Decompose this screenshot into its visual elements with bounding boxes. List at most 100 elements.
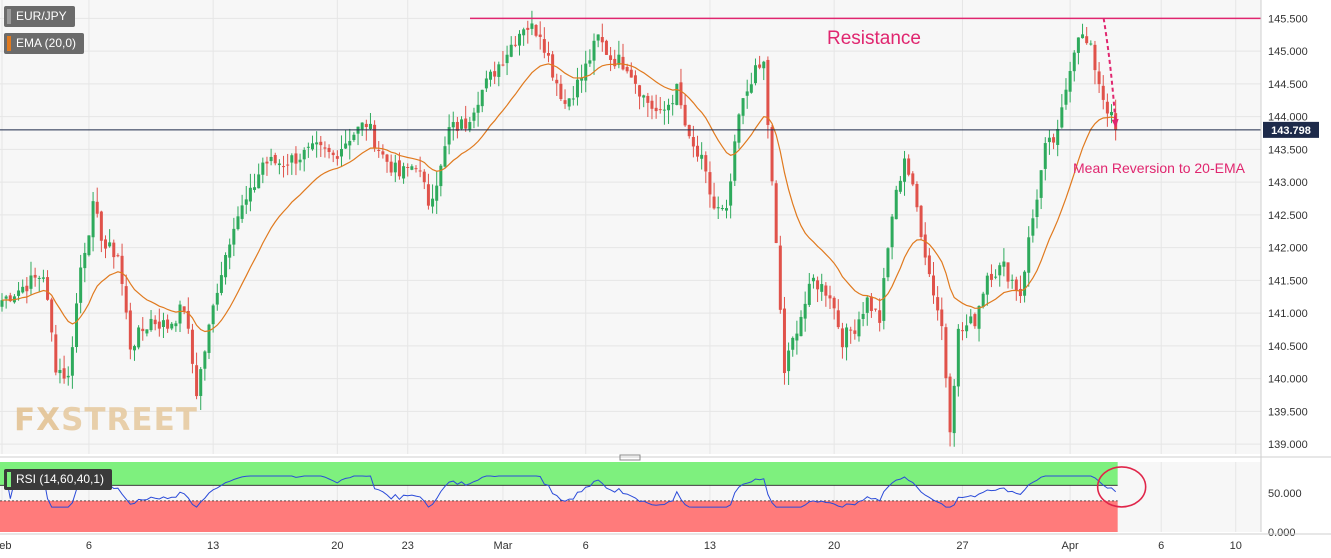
candle-body [203, 351, 207, 369]
candle-body [940, 309, 944, 327]
candle-body [145, 329, 149, 334]
candle-body [0, 300, 4, 307]
x-tick-label: 27 [956, 540, 968, 552]
candle-body [83, 252, 87, 269]
candle-body [853, 330, 857, 334]
candle-body [575, 79, 579, 98]
candle-body [915, 183, 919, 208]
candle-body [1014, 279, 1018, 291]
rsi-highlight-circle [1096, 466, 1147, 508]
candle-body [911, 173, 915, 185]
candle-body [186, 310, 190, 329]
candle-body [745, 91, 749, 96]
candle-body [460, 119, 464, 129]
rsi-tag[interactable]: RSI (14,60,40,1) [4, 469, 113, 490]
candle-body [190, 329, 194, 364]
candle-body [1006, 262, 1010, 282]
candle-body [1010, 279, 1014, 281]
candle-body [874, 308, 878, 310]
candle-body [141, 328, 145, 332]
candle-body [431, 198, 435, 207]
candle-body [1043, 143, 1047, 169]
candle-body [907, 158, 911, 175]
candle-body [795, 333, 799, 341]
candle-body [753, 65, 757, 84]
x-tick-label: Mar [493, 540, 512, 552]
candle-body [791, 337, 795, 350]
y-tick-label: 143.000 [1268, 177, 1308, 189]
candle-body [1027, 237, 1031, 273]
y-tick-label: 139.000 [1268, 439, 1308, 451]
candle-body [385, 154, 389, 162]
candle-body [348, 140, 352, 146]
candle-body [927, 255, 931, 275]
candle-body [344, 143, 348, 149]
candle-body [339, 149, 343, 157]
candle-body [368, 123, 372, 129]
candle-body [352, 134, 356, 141]
candle-body [960, 330, 964, 332]
x-tick-label: 13 [704, 540, 716, 552]
candle-body [633, 75, 637, 84]
candle-body [21, 286, 25, 293]
candle-body [1060, 107, 1064, 128]
candle-body [306, 146, 310, 148]
candle-body [228, 244, 232, 258]
candle-body [509, 44, 513, 57]
candle-body [588, 60, 592, 64]
candle-body [936, 297, 940, 311]
candle-body [766, 59, 770, 125]
candle-body [468, 122, 472, 130]
candle-body [708, 172, 712, 195]
candle-body [919, 205, 923, 237]
candle-body [816, 280, 820, 290]
candle-body [948, 376, 952, 433]
candle-body [149, 318, 153, 331]
candle-body [741, 98, 745, 116]
candle-body [435, 185, 439, 201]
candle-body [584, 63, 588, 81]
ema-tag[interactable]: EMA (20,0) [4, 33, 85, 54]
candle-body [91, 201, 95, 238]
candle-body [112, 242, 116, 258]
candle-body [861, 313, 865, 320]
candle-body [497, 64, 501, 77]
candle-body [41, 277, 45, 279]
candle-body [178, 304, 182, 324]
candle-body [725, 208, 728, 211]
x-tick-label: 6 [86, 540, 92, 552]
candle-body [687, 124, 691, 137]
candle-body [302, 149, 306, 160]
candle-body [716, 207, 720, 209]
candle-body [455, 121, 459, 131]
rsi-overbought-zone [0, 462, 1118, 486]
candle-body [542, 39, 546, 53]
candle-body [79, 267, 83, 303]
candle-body [17, 290, 21, 296]
candle-body [1035, 199, 1039, 217]
candle-body [650, 100, 654, 109]
candle-body [820, 284, 824, 292]
candle-body [484, 78, 488, 89]
candle-body [1018, 288, 1022, 297]
candle-body [1093, 44, 1097, 71]
candle-body [240, 205, 244, 219]
candle-body [646, 95, 650, 103]
panel-resize-handle [619, 454, 641, 461]
candle-body [1031, 218, 1035, 236]
candle-body [480, 89, 484, 107]
candle-body [778, 245, 782, 310]
candle-body [1110, 111, 1114, 116]
candle-body [559, 83, 563, 100]
candle-body [538, 34, 542, 37]
fxstreet-logo-street: STREET [61, 402, 198, 438]
candle-body [414, 168, 418, 170]
candle-body [464, 118, 468, 129]
candle-body [501, 64, 505, 66]
candle-body [526, 27, 530, 30]
symbol-tag[interactable]: EUR/JPY [4, 6, 75, 27]
candle-body [75, 303, 79, 348]
candle-body [236, 216, 240, 230]
